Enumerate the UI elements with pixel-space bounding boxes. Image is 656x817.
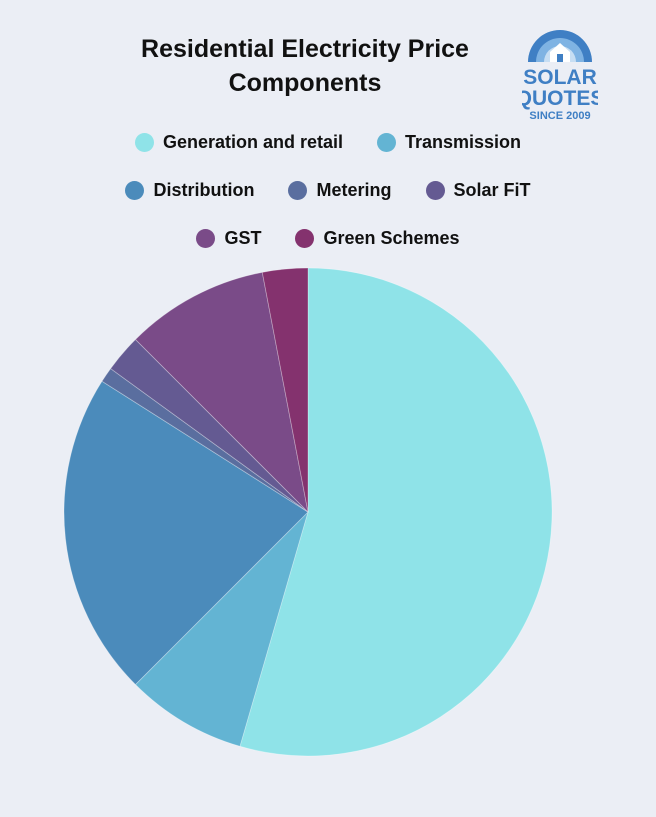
legend-item[interactable]: Generation and retail [134, 131, 343, 153]
legend-item[interactable]: GST [196, 228, 261, 249]
pie-slice-generation-and-retail[interactable] [239, 267, 553, 757]
legend-swatch [196, 228, 216, 248]
legend-row: GST Green Schemes [0, 214, 656, 262]
logo-tagline: SINCE 2009 [529, 110, 590, 122]
legend-row: Distribution Metering Solar FiT [0, 166, 656, 214]
legend-swatch [125, 180, 145, 200]
legend-label: Transmission [405, 131, 522, 152]
pie-slice-green-schemes[interactable] [261, 267, 309, 513]
pie-slice-transmission[interactable] [134, 511, 309, 747]
legend-swatch [288, 180, 308, 200]
legend-label: GST [224, 227, 262, 248]
pie-slice-metering[interactable] [101, 368, 309, 513]
legend-item[interactable]: Metering [288, 179, 392, 201]
legend-label: Green Schemes [323, 227, 460, 248]
pie-slice-gst[interactable] [134, 271, 309, 514]
legend-swatch [295, 228, 315, 248]
legend-swatch [425, 180, 445, 200]
legend-swatch [134, 132, 154, 152]
legend-item[interactable]: Solar FiT [425, 179, 531, 201]
legend-swatch [377, 132, 396, 152]
legend-item[interactable]: Green Schemes [295, 227, 460, 249]
solar-quotes-logo: SOLAR QUOTES SINCE 2009 [522, 30, 598, 122]
legend-label: Solar FiT [453, 179, 531, 200]
legend-item[interactable]: Transmission [377, 132, 521, 153]
pie-slice-solar-fit[interactable] [110, 338, 309, 513]
chart-title: Residential Electricity Price Components [141, 35, 469, 97]
logo-line2: QUOTES [522, 87, 598, 110]
sun-house-icon [528, 30, 592, 62]
pie-slice-distribution[interactable] [63, 380, 309, 686]
legend-item[interactable]: Distribution [125, 180, 254, 201]
logo-line1: SOLAR [523, 66, 597, 89]
chart-legend: Generation and retail Transmission Distrib… [0, 118, 656, 262]
legend-row: Generation and retail Transmission [0, 118, 656, 166]
legend-label: Generation and retail [162, 131, 343, 152]
legend-label: Distribution [153, 179, 255, 200]
legend-label: Metering [316, 179, 392, 200]
